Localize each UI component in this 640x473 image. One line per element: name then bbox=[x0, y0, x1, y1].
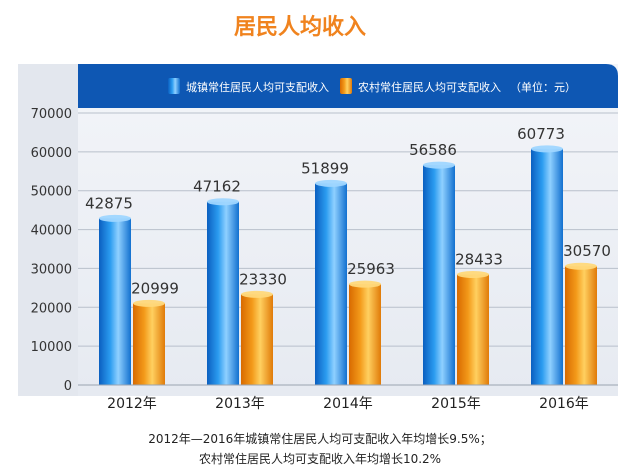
y-tick-label: 60000 bbox=[31, 146, 72, 161]
bar-urban bbox=[99, 218, 131, 385]
bar-value-label-rural: 30570 bbox=[563, 242, 611, 260]
bar-value-label-rural: 23330 bbox=[239, 270, 287, 288]
bar-value-label-rural: 28433 bbox=[455, 251, 503, 269]
bar-rural bbox=[565, 266, 597, 385]
bar-cap-rural bbox=[133, 299, 165, 307]
bars: 42875 20999 47162 23330 51899 25963 56586 28433… bbox=[85, 125, 611, 385]
legend-swatch-urban bbox=[168, 78, 180, 94]
bar-value-label-urban: 47162 bbox=[193, 178, 241, 196]
x-category-label: 2016年 bbox=[539, 396, 589, 412]
bar-cap-urban bbox=[531, 145, 563, 153]
legend: 城镇常住居民人均可支配收入 农村常住居民人均可支配收入 （单位：元） bbox=[168, 78, 576, 94]
x-category-label: 2013年 bbox=[215, 396, 265, 412]
x-category-label: 2012年 bbox=[107, 396, 157, 412]
bar-urban bbox=[423, 165, 455, 385]
y-tick-label: 10000 bbox=[31, 340, 72, 355]
legend-label-rural: 农村常住居民人均可支配收入 bbox=[358, 80, 501, 94]
legend-label-urban: 城镇常住居民人均可支配收入 bbox=[186, 80, 329, 94]
bar-cap-urban bbox=[423, 161, 455, 169]
panel-left-strip bbox=[18, 64, 78, 396]
footnote-line-2: 农村常住居民人均可支配收入年均增长10.2% bbox=[199, 452, 441, 466]
bar-cap-urban bbox=[315, 179, 347, 187]
bar-value-label-rural: 25963 bbox=[347, 260, 395, 278]
bar-rural bbox=[349, 284, 381, 385]
bar-cap-rural bbox=[241, 290, 273, 298]
y-tick-label: 0 bbox=[64, 379, 72, 394]
bar-cap-rural bbox=[565, 262, 597, 270]
gridlines bbox=[78, 112, 618, 347]
bar-rural bbox=[241, 294, 273, 385]
bar-cap-rural bbox=[349, 280, 381, 288]
bar-urban bbox=[315, 183, 347, 385]
y-axis-ticks: 0 10000 20000 30000 40000 50000 60000 70000 bbox=[31, 107, 72, 394]
legend-unit-note: （单位：元） bbox=[510, 80, 576, 94]
y-tick-label: 20000 bbox=[31, 301, 72, 316]
y-tick-label: 30000 bbox=[31, 262, 72, 277]
chart-title: 居民人均收入 bbox=[234, 14, 366, 40]
y-tick-label: 50000 bbox=[31, 185, 72, 200]
x-category-label: 2014年 bbox=[323, 396, 373, 412]
bar-cap-rural bbox=[457, 271, 489, 279]
bar-urban bbox=[207, 201, 239, 385]
bar-value-label-urban: 42875 bbox=[85, 194, 133, 212]
y-tick-label: 70000 bbox=[31, 107, 72, 122]
legend-swatch-rural bbox=[340, 78, 352, 94]
bar-value-label-urban: 51899 bbox=[301, 159, 349, 177]
bar-value-label-urban: 60773 bbox=[517, 125, 565, 143]
bar-rural bbox=[133, 303, 165, 385]
bar-value-label-rural: 20999 bbox=[131, 279, 179, 297]
bar-cap-urban bbox=[207, 198, 239, 206]
bar-rural bbox=[457, 274, 489, 385]
bar-cap-urban bbox=[99, 214, 131, 222]
x-axis-categories: 2012年 2013年 2014年 2015年 2016年 bbox=[107, 396, 589, 412]
bar-urban bbox=[531, 148, 563, 385]
y-tick-label: 40000 bbox=[31, 224, 72, 239]
footnote-line-1: 2012年—2016年城镇常住居民人均可支配收入年均增长9.5%； bbox=[148, 432, 492, 446]
bar-value-label-urban: 56586 bbox=[409, 141, 457, 159]
x-category-label: 2015年 bbox=[431, 396, 481, 412]
